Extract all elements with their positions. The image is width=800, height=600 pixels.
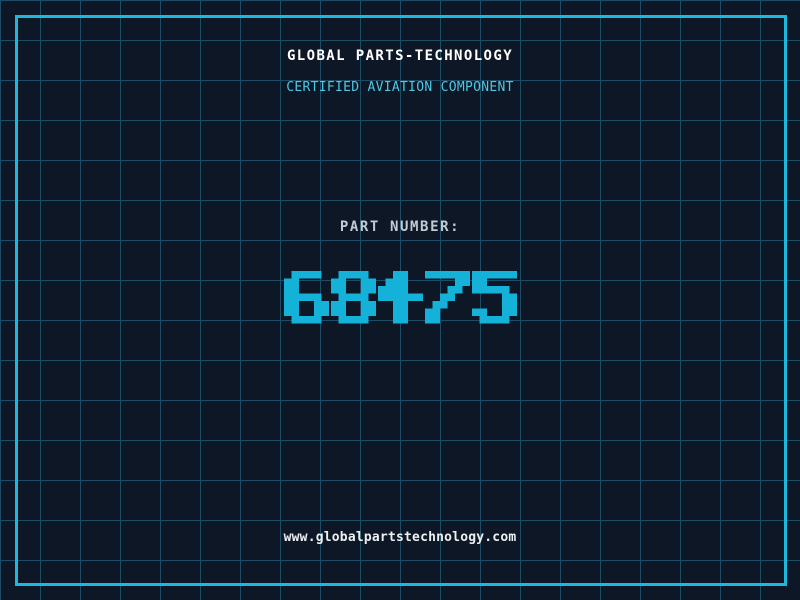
digit-glyph (377, 271, 423, 324)
website-url: www.globalpartstechnology.com (283, 530, 517, 545)
digit-glyph (471, 271, 517, 324)
digit-glyph (424, 271, 470, 324)
company-title: GLOBAL PARTS-TECHNOLOGY (286, 48, 514, 64)
certification-subtitle: CERTIFIED AVIATION COMPONENT (286, 80, 514, 95)
part-number-digits (0, 271, 800, 324)
digit-glyph (330, 271, 376, 324)
part-number-label: PART NUMBER: (339, 219, 461, 235)
digit-glyph (283, 271, 329, 324)
